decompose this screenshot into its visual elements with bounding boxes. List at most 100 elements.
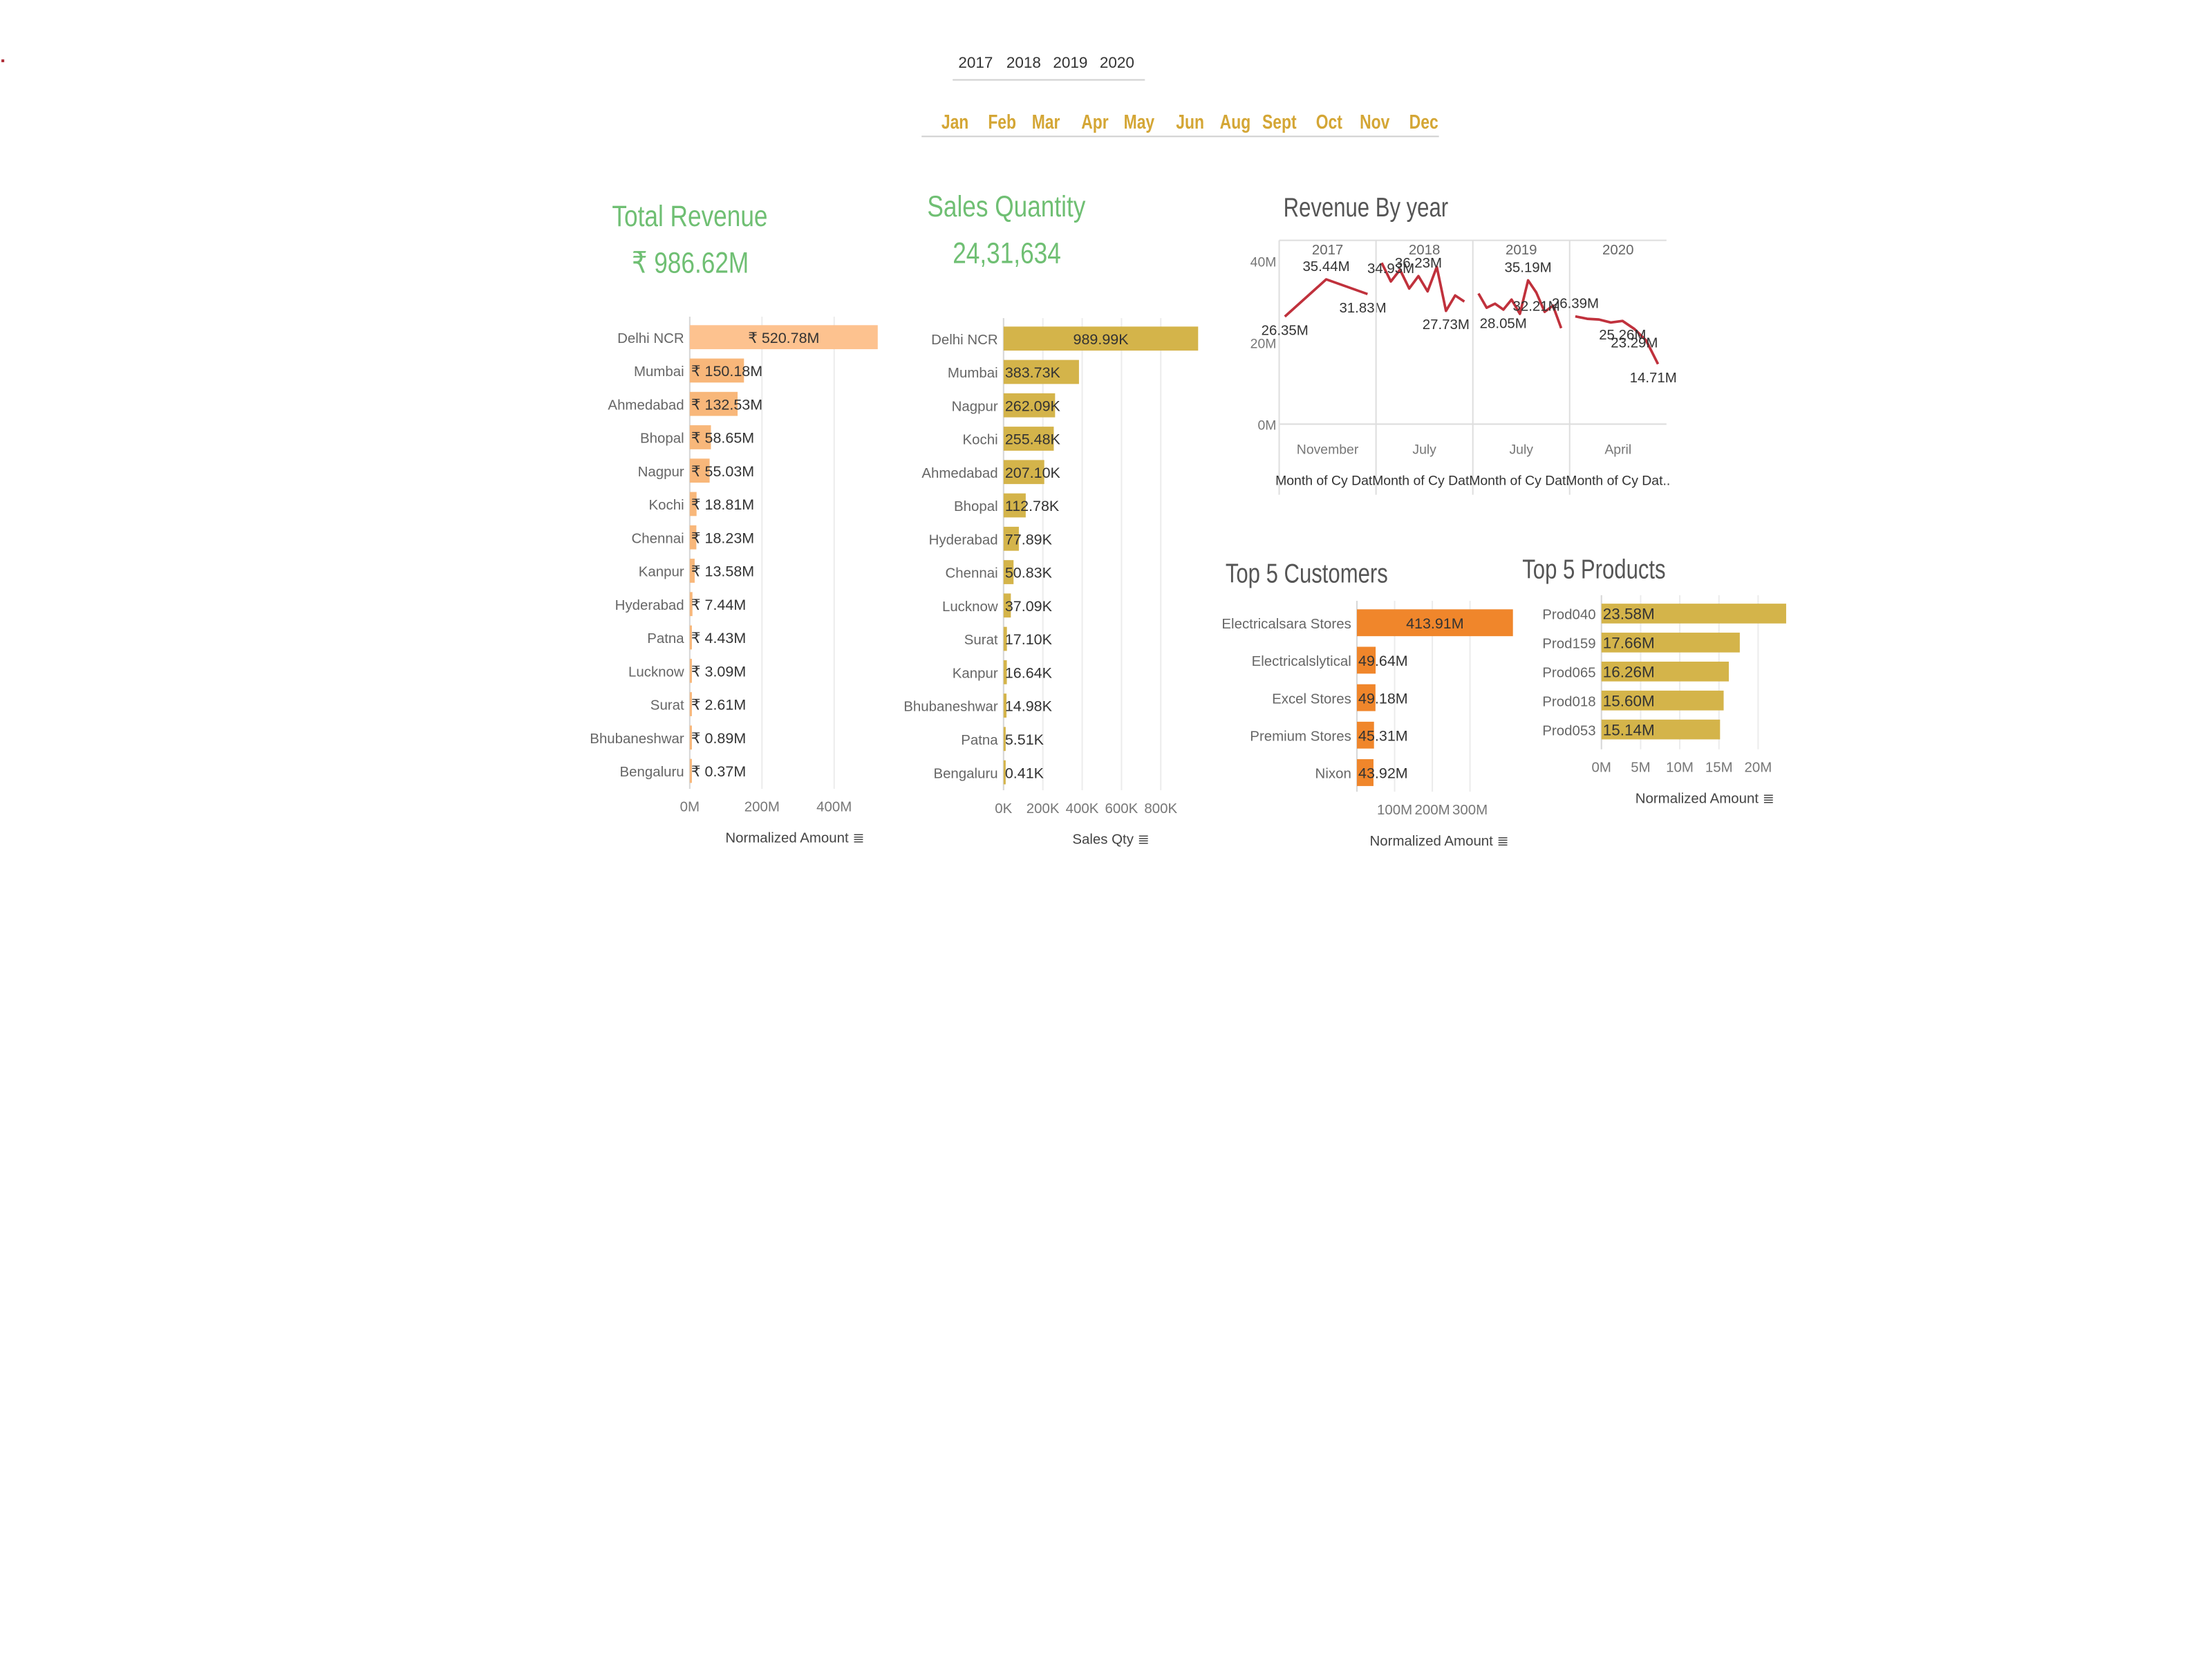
year-filter-underline	[953, 79, 1145, 81]
top-customers-chart: 100M 200M 300M Electricalsara Stores 413.91M…	[1221, 601, 1513, 849]
data-label-prod159: 17.66M	[1603, 635, 1655, 652]
bar-hyderabad	[1003, 526, 1019, 551]
x-tick-20m: 20M	[1745, 759, 1772, 775]
bar-chennai	[689, 525, 697, 550]
month-filter-oct[interactable]: Oct	[1315, 110, 1342, 133]
bar-bengaluru	[1003, 760, 1006, 785]
category-label-nagpur: Nagpur	[952, 398, 998, 414]
bar-prod040	[1601, 604, 1786, 624]
category-label-kanpur: Kanpur	[639, 564, 684, 580]
top-products-title: Top 5 Products	[1522, 555, 1666, 586]
data-label-bhubaneshwar: 14.98K	[1005, 698, 1053, 715]
point-label-2017-1: 35.44M	[1302, 259, 1349, 274]
data-label-nagpur: ₹ 55.03M	[691, 463, 754, 480]
stray-dot	[1, 59, 5, 62]
point-label-2020-7: 14.71M	[1630, 370, 1677, 386]
data-label-prod065: 16.26M	[1603, 663, 1655, 680]
month-filter-may[interactable]: May	[1123, 110, 1155, 133]
data-label-bhubaneshwar: ₹ 0.89M	[691, 730, 746, 747]
category-label-bhubaneshwar: Bhubaneshwar	[590, 731, 684, 747]
data-label-kochi: ₹ 18.81M	[691, 496, 754, 513]
category-label-excel-stores: Excel Stores	[1272, 691, 1351, 707]
x-tick-400m: 400M	[816, 799, 852, 815]
category-label-prod159: Prod159	[1542, 636, 1595, 652]
data-label-kochi: 255.48K	[1005, 431, 1061, 448]
bar-hyderabad	[689, 592, 693, 617]
sales-qty-by-city-chart: 0K 200K 400K 600K 800K Delhi NCR 989.99K Mumbai…	[905, 318, 1199, 848]
month-filter-apr[interactable]: Apr	[1081, 110, 1109, 133]
month-filter-feb[interactable]: Feb	[988, 110, 1017, 133]
sales-quantity-value: 24,31,634	[953, 237, 1061, 270]
category-label-bengaluru: Bengaluru	[619, 764, 684, 780]
bar-nagpur	[689, 458, 710, 483]
x-tick-200m: 200M	[744, 799, 780, 815]
panel-header-2017: 2017	[1312, 242, 1343, 258]
month-filter-jun[interactable]: Jun	[1176, 110, 1204, 133]
month-filter-sept[interactable]: Sept	[1262, 110, 1297, 133]
revenue-by-year-title: Revenue By year	[1283, 194, 1449, 224]
data-label-surat: 17.10K	[1005, 631, 1053, 648]
category-label-prod065: Prod065	[1542, 664, 1595, 680]
panel-x-tick-2018: July	[1412, 442, 1436, 457]
bar-delhi-ncr	[689, 325, 878, 350]
data-label-ahmedabad: ₹ 132.53M	[691, 396, 762, 413]
year-filter-2017[interactable]: 2017	[958, 55, 993, 73]
bar-surat	[689, 692, 692, 716]
total-revenue-value: ₹ 986.62M	[632, 247, 749, 280]
data-label-chennai: 50.83K	[1005, 565, 1053, 581]
bar-ahmedabad	[689, 391, 738, 416]
point-label-2020-4: 25.26M	[1599, 327, 1646, 343]
month-filter-nov[interactable]: Nov	[1360, 110, 1390, 133]
data-label-chennai: ₹ 18.23M	[691, 530, 754, 546]
x-tick-5m: 5M	[1631, 759, 1650, 775]
category-label-bengaluru: Bengaluru	[933, 765, 997, 781]
year-filter-2019[interactable]: 2019	[1053, 55, 1088, 73]
category-label-premium-stores: Premium Stores	[1250, 728, 1351, 744]
bar-nixon	[1357, 759, 1374, 786]
data-label-lucknow: ₹ 3.09M	[691, 663, 746, 680]
bar-lucknow	[689, 658, 692, 683]
bar-bhopal	[1003, 493, 1026, 518]
data-label-electricalsara-stores: 413.91M	[1406, 615, 1464, 632]
bar-mumbai	[689, 358, 744, 383]
data-label-electricalslytical: 49.64M	[1358, 653, 1408, 669]
data-label-prod018: 15.60M	[1603, 692, 1655, 709]
bar-surat	[1003, 626, 1007, 651]
point-label-2019-6: 35.19M	[1505, 259, 1552, 275]
bar-kochi	[1003, 427, 1054, 451]
series-line-2017	[1284, 278, 1368, 318]
y-tick-0m: 0M	[1257, 418, 1276, 433]
category-label-bhopal: Bhopal	[954, 498, 998, 514]
year-filter-2018[interactable]: 2018	[1006, 55, 1041, 73]
point-label-2020-0: 26.39M	[1552, 295, 1599, 311]
category-label-kanpur: Kanpur	[953, 665, 998, 681]
data-label-delhi-ncr: 989.99K	[1074, 331, 1130, 348]
x-tick-200k: 200K	[1027, 801, 1060, 817]
month-filter-jan[interactable]: Jan	[941, 110, 969, 133]
point-label-2018-1: 34.93M	[1367, 261, 1414, 277]
bar-lucknow	[1003, 593, 1011, 618]
month-filter-aug[interactable]: Aug	[1219, 110, 1251, 133]
data-label-nagpur: 262.09K	[1005, 398, 1061, 414]
data-label-prod053: 15.14M	[1603, 721, 1655, 738]
category-label-prod053: Prod053	[1542, 722, 1595, 738]
year-filter-2020[interactable]: 2020	[1099, 55, 1134, 73]
month-filter-dec[interactable]: Dec	[1409, 110, 1438, 133]
bar-bhubaneshwar	[1003, 693, 1007, 718]
x-axis-label: Sales Qty ≣	[1072, 832, 1149, 848]
bar-prod159	[1601, 633, 1740, 653]
total-revenue-title: Total Revenue	[612, 200, 768, 234]
x-tick-400k: 400K	[1066, 801, 1099, 817]
data-label-bhopal: ₹ 58.65M	[691, 430, 754, 447]
category-label-prod040: Prod040	[1542, 607, 1595, 623]
x-tick-15m: 15M	[1705, 759, 1733, 775]
panel-axis-label-2017: Month of Cy Dat..	[1275, 473, 1380, 488]
panel-x-tick-2017: November	[1297, 442, 1359, 457]
category-label-electricalsara-stores: Electricalsara Stores	[1221, 616, 1351, 632]
point-label-2018-4: 36.23M	[1395, 255, 1442, 271]
category-label-hyderabad: Hyderabad	[929, 532, 998, 548]
data-label-bengaluru: ₹ 0.37M	[691, 763, 746, 780]
x-tick-0m: 0M	[680, 799, 700, 815]
month-filter-mar[interactable]: Mar	[1031, 110, 1060, 133]
